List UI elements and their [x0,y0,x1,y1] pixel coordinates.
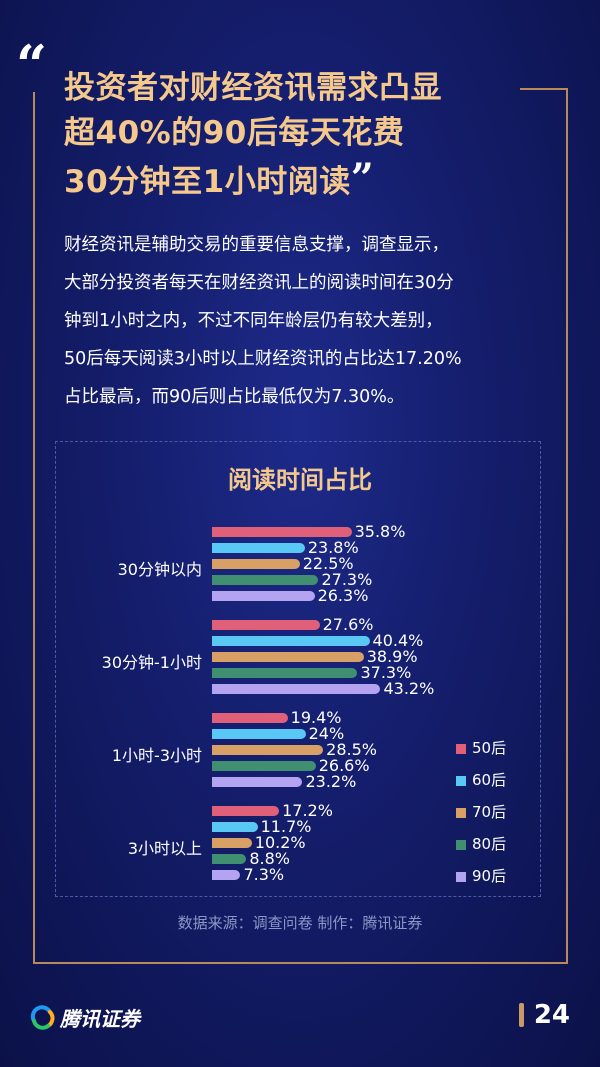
category-label: 3小时以上 [127,839,202,858]
brand-name: 腾讯证券 [60,1007,140,1031]
frame-bottom-line [33,962,568,964]
bar-value-label: 28.5% [326,740,377,759]
title-line-3-text: 30分钟至1小时阅读 [64,164,351,200]
bar-value-label: 37.3% [360,663,412,682]
body-paragraph: 财经资讯是辅助交易的重要信息支撑，调查显示， 大部分投资者每天在财经资讯上的阅读… [64,226,554,416]
bar [212,652,364,662]
bar-value-label: 38.9% [366,647,418,666]
bar-value-label: 43.2% [383,679,435,698]
frame-right-line [566,88,568,964]
bar [212,745,324,755]
legend-label: 80后 [472,835,507,853]
quote-open-icon: “ [16,33,48,97]
bar-value-label: 17.2% [282,801,333,820]
legend-item: 60后 [456,769,506,790]
legend-swatch [456,807,466,818]
category-label: 30分钟以内 [117,560,202,579]
bar-value-label: 10.2% [254,833,306,852]
bar [212,806,280,816]
legend-label: 50后 [472,739,507,757]
bar-value-label: 40.4% [372,631,424,650]
bar-value-label: 23.2% [305,772,357,791]
bar [212,822,258,832]
legend-label: 60后 [472,771,507,789]
bar-value-label: 8.8% [249,849,290,868]
bar-value-label: 22.5% [302,554,354,573]
legend-label: 90后 [472,867,507,885]
page-title: 投资者对财经资讯需求凸显 超40%的90后每天花费 30分钟至1小时阅读” [64,66,534,205]
bar [212,591,315,601]
legend-item: 90后 [456,865,506,886]
data-source: 数据来源：调查问卷 制作：腾讯证券 [177,914,423,932]
tencent-logo-icon [30,1004,56,1031]
bar [212,620,320,630]
page-number-marker [518,1003,524,1027]
brand-logo: 腾讯证券 [30,1003,140,1032]
frame-left-line [33,92,35,964]
bar-value-label: 27.6% [322,615,374,634]
page-number: 24 [518,1000,570,1030]
category-label: 30分钟-1小时 [101,653,202,672]
bar [212,559,300,569]
chart-container [55,441,541,897]
frame-top-line [520,88,568,90]
title-line-1: 投资者对财经资讯需求凸显 [64,70,442,106]
bar [212,575,319,585]
bar [212,838,252,848]
body-line: 财经资讯是辅助交易的重要信息支撑，调查显示， [64,235,449,255]
bar [212,729,306,739]
bar-value-label: 26.3% [317,586,369,605]
title-line-2: 超40%的90后每天花费 [64,115,405,151]
bar-value-label: 19.4% [290,708,342,727]
bar-value-label: 24% [308,724,345,743]
legend-swatch [456,775,466,786]
bar [212,854,247,864]
legend-swatch [456,839,466,850]
bar-value-label: 23.8% [307,538,359,557]
bar [212,713,288,723]
body-line: 50后每天阅读3小时以上财经资讯的占比达17.20% [64,349,462,369]
legend-item: 50后 [456,737,506,758]
bar-value-label: 7.3% [243,865,285,884]
page-number-text: 24 [533,1000,570,1030]
bar [212,777,303,787]
title-line-3: 30分钟至1小时阅读” [64,156,534,205]
bar [212,527,352,537]
bar-value-label: 27.3% [321,570,373,589]
legend-label: 70后 [472,803,507,821]
bar [212,668,358,678]
bar-value-label: 35.8% [354,522,406,541]
category-label: 1小时-3小时 [111,746,202,765]
bar [212,761,316,771]
bar [212,636,370,646]
bar-value-label: 26.6% [318,756,370,775]
body-line: 钟到1小时之内，不过不同年龄层仍有较大差别， [64,311,443,331]
chart-title: 阅读时间占比 [228,466,372,494]
bar-value-label: 11.7% [260,817,312,836]
body-line: 大部分投资者每天在财经资讯上的阅读时间在30分 [64,273,454,293]
body-line: 占比最高，而90后则占比最低仅为7.30%。 [64,387,405,407]
legend-swatch [456,871,466,882]
quote-close-icon: ” [350,155,375,202]
legend-item: 80后 [456,833,506,854]
bar [212,543,305,553]
bar [212,870,241,880]
bar [212,684,381,694]
legend-item: 70后 [456,801,506,822]
legend-swatch [456,743,466,754]
